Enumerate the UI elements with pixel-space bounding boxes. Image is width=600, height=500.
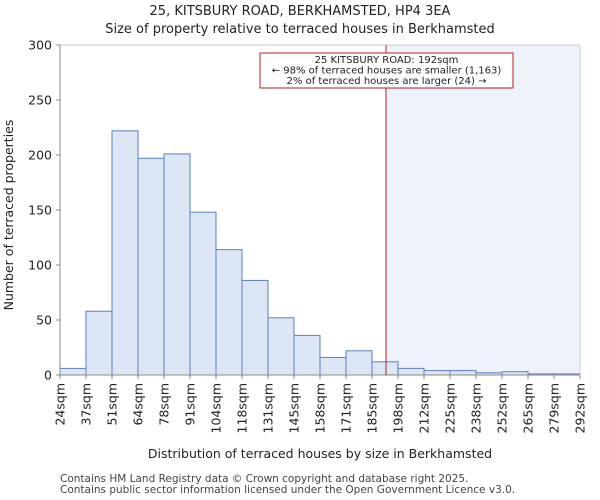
x-tick-label: 64sqm <box>131 383 146 426</box>
bar-64sqm <box>137 157 165 376</box>
x-tick-label: 185sqm <box>365 383 380 433</box>
x-tick-label: 145sqm <box>287 383 302 433</box>
y-tick-label: 200 <box>28 148 52 163</box>
x-tick-label: 252sqm <box>495 383 510 433</box>
y-tick-label: 100 <box>28 258 52 273</box>
bar-198sqm <box>397 367 425 376</box>
bar-51sqm <box>111 130 139 376</box>
y-tick-label: 300 <box>28 38 52 53</box>
x-tick-label: 225sqm <box>443 383 458 433</box>
x-tick-label: 171sqm <box>339 383 354 433</box>
x-tick-label: 118sqm <box>235 383 250 433</box>
plot-area: 0 50 100 150 200 250 300 24sqm 37sqm 51sqm 64sqm 78… <box>28 38 587 434</box>
annotation-line: 25 KITSBURY ROAD: 192sqm <box>315 55 459 66</box>
bar-78sqm <box>163 153 191 376</box>
x-tick-label: 24sqm <box>53 383 68 426</box>
x-tick-label: 212sqm <box>417 383 432 433</box>
x-axis-label: Distribution of terraced houses by size … <box>148 446 492 461</box>
x-tick-label: 292sqm <box>573 383 588 433</box>
y-axis-label: Number of terraced properties <box>1 120 16 311</box>
bar-225sqm <box>449 370 477 376</box>
bar-104sqm <box>215 249 243 376</box>
bar-131sqm <box>267 317 295 376</box>
x-tick-label: 158sqm <box>313 383 328 433</box>
x-tick-label: 78sqm <box>157 383 172 426</box>
x-tick-label: 37sqm <box>79 383 94 426</box>
bar-37sqm <box>85 310 113 376</box>
annotation-line: ← 98% of terraced houses are smaller (1,… <box>272 66 502 77</box>
x-tick-label: 91sqm <box>183 383 198 426</box>
x-tick-label: 265sqm <box>521 383 536 433</box>
highlight-region <box>386 45 580 375</box>
y-tick-label: 0 <box>44 368 52 383</box>
x-tick-label: 198sqm <box>391 383 406 433</box>
chart-subtitle: Size of property relative to terraced ho… <box>105 22 495 37</box>
annotation-box <box>259 52 514 89</box>
bar-24sqm <box>59 367 87 376</box>
footer-copyright: Contains HM Land Registry data © Crown c… <box>60 473 469 485</box>
bar-91sqm <box>189 211 217 376</box>
x-tick-label: 51sqm <box>105 383 120 426</box>
bar-158sqm <box>319 356 347 376</box>
x-tick-label: 131sqm <box>261 383 276 433</box>
bar-212sqm <box>423 370 451 376</box>
y-tick-label: 50 <box>36 313 52 328</box>
y-tick-label: 250 <box>28 93 52 108</box>
bar-145sqm <box>293 334 321 376</box>
x-tick-label: 104sqm <box>209 383 224 433</box>
bar-118sqm <box>241 279 269 376</box>
chart-title: 25, KITSBURY ROAD, BERKHAMSTED, HP4 3EA <box>150 4 451 19</box>
x-tick-label: 279sqm <box>547 383 562 433</box>
bar-171sqm <box>345 350 373 376</box>
y-tick-label: 150 <box>28 203 52 218</box>
footer-licence: Contains public sector information licen… <box>60 484 516 496</box>
x-tick-label: 238sqm <box>469 383 484 433</box>
chart: 25, KITSBURY ROAD, BERKHAMSTED, HP4 3EA … <box>1 4 588 461</box>
annotation-line: 2% of terraced houses are larger (24) → <box>287 76 487 87</box>
bar-185sqm <box>371 361 399 376</box>
